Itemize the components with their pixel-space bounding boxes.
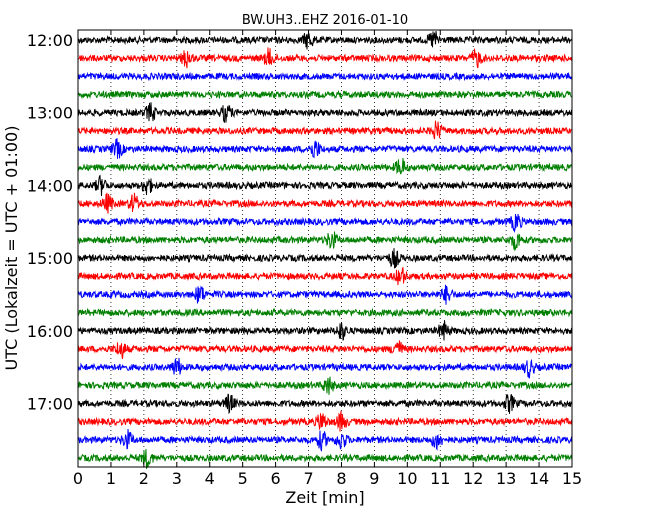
x-tick-label: 11: [430, 469, 450, 488]
seismic-trace-1615: [77, 340, 573, 360]
x-tick-label: 0: [73, 469, 83, 488]
x-tick-label: 5: [238, 469, 248, 488]
seismic-trace-1715: [77, 410, 573, 432]
x-tick-label: 1: [106, 469, 116, 488]
seismic-trace-1400: [77, 174, 573, 197]
y-tick-label: 13:00: [27, 104, 73, 123]
x-tick-label: 9: [369, 469, 379, 488]
seismic-trace-1700: [77, 393, 573, 415]
seismic-trace-1600: [77, 320, 573, 341]
seismic-trace-1445: [77, 231, 573, 252]
seismic-traces: [77, 30, 573, 469]
seismic-trace-1215: [77, 47, 573, 69]
seismic-trace-1545: [77, 307, 573, 318]
x-tick-label: 14: [529, 469, 549, 488]
x-axis-label: Zeit [min]: [285, 488, 364, 507]
plot-frame: [77, 29, 573, 468]
seismic-trace-1730: [77, 428, 573, 452]
x-tick-label: 6: [271, 469, 281, 488]
x-tick-label: 15: [562, 469, 582, 488]
plot-area: [77, 29, 573, 469]
y-tick-label: 16:00: [27, 322, 73, 341]
seismic-trace-1630: [77, 357, 573, 379]
seismic-trace-1745: [77, 448, 573, 469]
y-tick-label: 15:00: [27, 249, 73, 268]
seismic-trace-1415: [77, 192, 573, 214]
axis-ticks: [77, 30, 573, 467]
seismic-trace-1200: [77, 30, 573, 50]
seismic-trace-1345: [77, 157, 573, 175]
x-tick-label: 2: [139, 469, 149, 488]
seismic-trace-1515: [77, 267, 573, 286]
x-tick-label: 10: [397, 469, 417, 488]
seismic-trace-1315: [77, 120, 573, 140]
y-tick-labels: 12:00 13:00 14:00 15:00 16:00 17:00: [27, 31, 73, 413]
y-tick-label: 17:00: [27, 394, 73, 413]
x-tick-labels: 0 1 2 3 4 5 6 7 8 9 10 11 12 13 14 15: [73, 469, 582, 488]
x-tick-label: 3: [172, 469, 182, 488]
seismic-trace-1500: [77, 248, 573, 269]
seismic-trace-1230: [77, 71, 573, 82]
seismic-trace-1300: [77, 102, 573, 123]
plot-background: [78, 30, 572, 467]
seismic-trace-1330: [77, 138, 573, 159]
y-axis-label: UTC (Lokalzeit = UTC + 01:00): [2, 126, 21, 371]
x-tick-label: 13: [496, 469, 516, 488]
x-tick-label: 4: [205, 469, 215, 488]
x-tick-label: 7: [303, 469, 313, 488]
seismic-trace-1245: [77, 89, 573, 100]
y-tick-label: 12:00: [27, 31, 73, 50]
y-tick-label: 14:00: [27, 176, 73, 195]
chart-title: BW.UH3..EHZ 2016-01-10: [242, 13, 408, 28]
seismic-trace-1430: [77, 213, 573, 233]
seismic-trace-1645: [77, 376, 573, 395]
grid-lines: [110, 30, 540, 467]
x-tick-label: 8: [336, 469, 346, 488]
seismic-trace-1530: [77, 284, 573, 305]
x-tick-label: 12: [463, 469, 483, 488]
